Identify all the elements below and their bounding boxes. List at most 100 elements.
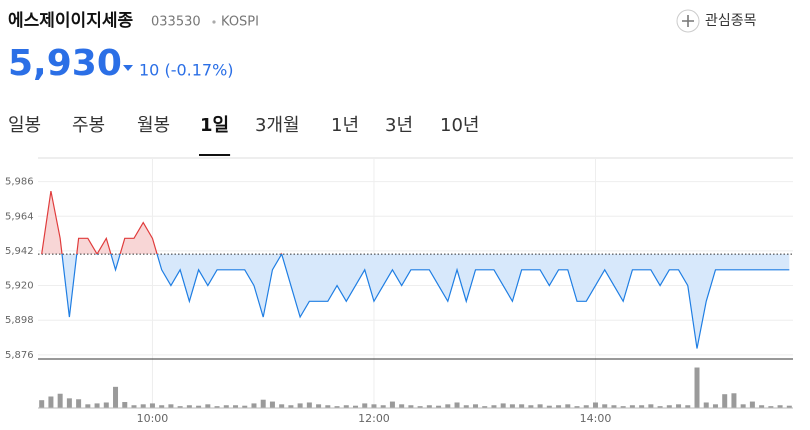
volume-bar [592, 402, 598, 408]
y-tick-label: 5,986 [5, 177, 34, 188]
volume-bar [94, 403, 100, 408]
volume-bar [140, 404, 146, 408]
volume-bar [759, 405, 765, 408]
volume-bar [269, 401, 275, 408]
volume-bar [676, 404, 682, 408]
volume-bar [353, 405, 359, 408]
volume-bar [786, 405, 792, 408]
volume-bar [583, 405, 589, 408]
volume-bar [666, 405, 672, 408]
volume-bar [279, 404, 285, 408]
x-tick-label: 10:00 [137, 412, 169, 425]
y-tick-label: 5,876 [5, 350, 34, 361]
volume-bar [177, 406, 183, 408]
volume-bar [685, 405, 691, 408]
volume-bar [620, 406, 626, 408]
volume-bar [260, 399, 266, 408]
volume-bar [205, 404, 211, 408]
volume-bar [722, 394, 728, 408]
volume-bar [214, 406, 220, 408]
tab[interactable]: 10년 [440, 115, 479, 136]
volume-bar [768, 406, 774, 408]
x-tick-label: 12:00 [358, 412, 390, 425]
volume-bar [149, 403, 155, 408]
tab[interactable]: 1년 [331, 115, 359, 136]
volume-bar [186, 405, 192, 408]
volume-bar [371, 404, 377, 408]
tab[interactable]: 일봉 [8, 115, 41, 136]
volume-bar [426, 405, 432, 408]
watchlist-label[interactable]: 관심종목 [705, 13, 757, 29]
y-tick-label: 5,942 [5, 246, 34, 257]
market: KOSPI [221, 15, 259, 30]
volume-bar [325, 405, 331, 408]
volume-bar [491, 405, 497, 408]
volume-bar [159, 405, 165, 408]
volume-bar [528, 405, 534, 408]
tab[interactable]: 주봉 [72, 115, 105, 136]
volume-bar [694, 367, 700, 408]
tab[interactable]: 3개월 [255, 115, 300, 136]
volume-bar [463, 405, 469, 408]
volume-bar [509, 404, 515, 408]
volume-bar [740, 404, 746, 408]
volume-bar [454, 402, 460, 408]
volume-bar [445, 404, 451, 408]
volume-bar [297, 403, 303, 408]
volume-bar [57, 393, 63, 408]
volume-bar [500, 403, 506, 408]
volume-bar [168, 404, 174, 408]
volume-bar [639, 405, 645, 408]
volume-bar [66, 398, 72, 408]
volume-bar [362, 403, 368, 408]
tab[interactable]: 1일 [200, 115, 229, 136]
volume-bar [85, 404, 91, 408]
volume-bar [472, 404, 478, 408]
stock-code: 033530 [151, 15, 201, 30]
separator [212, 20, 216, 24]
volume-bar [546, 405, 552, 408]
volume-bar [233, 405, 239, 408]
tab[interactable]: 3년 [385, 115, 413, 136]
volume-bar [242, 405, 248, 408]
volume-bar [380, 405, 386, 408]
volume-bar [556, 405, 562, 408]
volume-bar [39, 400, 45, 408]
y-tick-label: 5,898 [5, 315, 34, 326]
stock-name: 에스제이이지세종 [8, 11, 133, 31]
volume-bar [306, 402, 312, 408]
volume-bar [417, 406, 423, 408]
volume-bar [703, 402, 709, 408]
price: 5,930 [8, 43, 122, 84]
chart: 5,876 5,898 5,920 5,942 5,964 5,986 10:00 12:00… [5, 157, 793, 425]
volume-bar [629, 405, 635, 408]
volume-bar [749, 401, 755, 408]
volume-bar [122, 402, 128, 408]
volume-bar [565, 404, 571, 408]
volume-bar [657, 406, 663, 408]
volume-bar [436, 405, 442, 408]
volume-bar [574, 406, 580, 408]
tab[interactable]: 월봉 [137, 115, 170, 136]
volume-bar [103, 402, 109, 408]
volume-bar [316, 404, 322, 408]
price-line [41, 190, 790, 349]
price-change: 10 (-0.17%) [139, 61, 234, 80]
volume-bar [251, 403, 257, 408]
volume-bar [712, 404, 718, 408]
watchlist-button[interactable]: 관심종목 [676, 9, 757, 33]
volume-bar [482, 406, 488, 408]
plus-icon [682, 15, 694, 27]
volume-bar [48, 396, 54, 408]
volume-bar [389, 401, 395, 408]
tabs: 일봉 주봉 월봉 1일 3개월 1년 3년 10년 [8, 115, 479, 156]
volume-bar [334, 406, 340, 408]
volume-bar [196, 405, 202, 408]
tab-underline [199, 154, 231, 156]
volume-bar [113, 386, 119, 408]
volume-bar [519, 404, 525, 408]
plus-circle [676, 9, 700, 33]
volume-bar [131, 405, 137, 408]
